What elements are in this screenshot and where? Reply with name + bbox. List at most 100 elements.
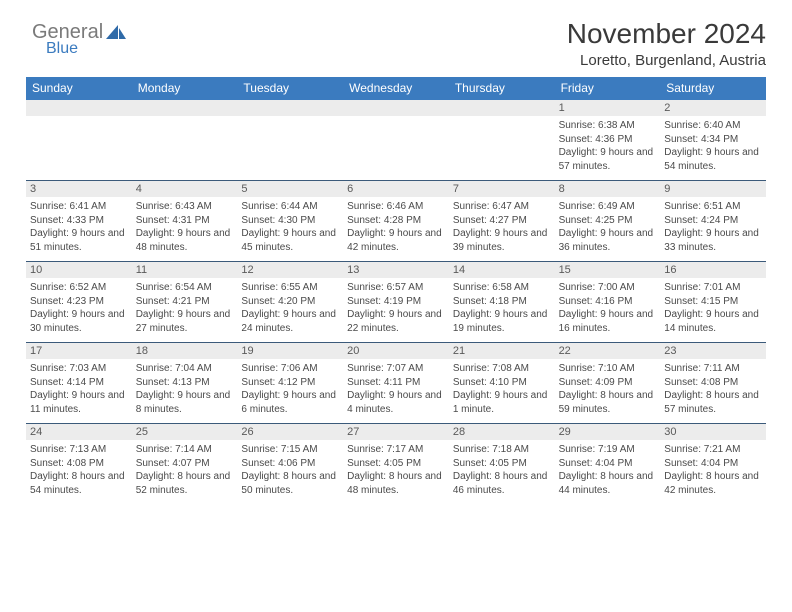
day-number (237, 100, 343, 116)
calendar-day-cell (26, 100, 132, 180)
calendar-day-cell: 1Sunrise: 6:38 AMSunset: 4:36 PMDaylight… (555, 100, 661, 180)
day-number (26, 100, 132, 116)
day-info: Sunrise: 6:46 AMSunset: 4:28 PMDaylight:… (347, 200, 445, 254)
calendar-day-cell: 2Sunrise: 6:40 AMSunset: 4:34 PMDaylight… (660, 100, 766, 180)
calendar-day-cell: 7Sunrise: 6:47 AMSunset: 4:27 PMDaylight… (449, 181, 555, 261)
calendar-day-cell: 22Sunrise: 7:10 AMSunset: 4:09 PMDayligh… (555, 343, 661, 423)
daylight-text: Daylight: 9 hours and 6 minutes. (241, 389, 339, 416)
day-info: Sunrise: 7:13 AMSunset: 4:08 PMDaylight:… (30, 443, 128, 497)
day-info: Sunrise: 7:11 AMSunset: 4:08 PMDaylight:… (664, 362, 762, 416)
day-info: Sunrise: 7:08 AMSunset: 4:10 PMDaylight:… (453, 362, 551, 416)
day-info: Sunrise: 7:14 AMSunset: 4:07 PMDaylight:… (136, 443, 234, 497)
daylight-text: Daylight: 9 hours and 48 minutes. (136, 227, 234, 254)
sunset-text: Sunset: 4:04 PM (664, 457, 762, 471)
calendar-day-cell: 9Sunrise: 6:51 AMSunset: 4:24 PMDaylight… (660, 181, 766, 261)
day-info: Sunrise: 6:54 AMSunset: 4:21 PMDaylight:… (136, 281, 234, 335)
daylight-text: Daylight: 9 hours and 16 minutes. (559, 308, 657, 335)
daylight-text: Daylight: 8 hours and 50 minutes. (241, 470, 339, 497)
day-number: 10 (26, 262, 132, 278)
calendar-day-cell: 18Sunrise: 7:04 AMSunset: 4:13 PMDayligh… (132, 343, 238, 423)
day-number: 2 (660, 100, 766, 116)
day-number: 6 (343, 181, 449, 197)
daylight-text: Daylight: 8 hours and 42 minutes. (664, 470, 762, 497)
day-number: 26 (237, 424, 343, 440)
sunset-text: Sunset: 4:08 PM (30, 457, 128, 471)
calendar-week: 10 Sunrise: 6:52 AMSunset: 4:23 PMDayligh… (26, 261, 766, 342)
daylight-text: Daylight: 9 hours and 33 minutes. (664, 227, 762, 254)
day-number: 3 (26, 181, 132, 197)
daylight-text: Daylight: 8 hours and 48 minutes. (347, 470, 445, 497)
calendar-day-cell: 16Sunrise: 7:01 AMSunset: 4:15 PMDayligh… (660, 262, 766, 342)
day-number: 29 (555, 424, 661, 440)
sunset-text: Sunset: 4:05 PM (347, 457, 445, 471)
day-info: Sunrise: 7:07 AMSunset: 4:11 PMDaylight:… (347, 362, 445, 416)
sunrise-text: Sunrise: 7:19 AM (559, 443, 657, 457)
day-info: Sunrise: 6:55 AMSunset: 4:20 PMDaylight:… (241, 281, 339, 335)
sunrise-text: Sunrise: 6:52 AM (30, 281, 128, 295)
sunrise-text: Sunrise: 6:49 AM (559, 200, 657, 214)
day-number: 28 (449, 424, 555, 440)
day-info: Sunrise: 6:57 AMSunset: 4:19 PMDaylight:… (347, 281, 445, 335)
daylight-text: Daylight: 8 hours and 52 minutes. (136, 470, 234, 497)
sunrise-text: Sunrise: 6:40 AM (664, 119, 762, 133)
day-number: 11 (132, 262, 238, 278)
weekday-label: Monday (132, 77, 238, 100)
day-number: 25 (132, 424, 238, 440)
sunset-text: Sunset: 4:07 PM (136, 457, 234, 471)
weekday-label: Friday (555, 77, 661, 100)
calendar-grid: Sunday Monday Tuesday Wednesday Thursday… (26, 77, 766, 504)
calendar-day-cell: 24Sunrise: 7:13 AMSunset: 4:08 PMDayligh… (26, 424, 132, 504)
day-number: 9 (660, 181, 766, 197)
day-number: 4 (132, 181, 238, 197)
day-info: Sunrise: 7:19 AMSunset: 4:04 PMDaylight:… (559, 443, 657, 497)
calendar-day-cell: 12Sunrise: 6:55 AMSunset: 4:20 PMDayligh… (237, 262, 343, 342)
sunrise-text: Sunrise: 6:38 AM (559, 119, 657, 133)
sunset-text: Sunset: 4:20 PM (241, 295, 339, 309)
calendar-day-cell: 8Sunrise: 6:49 AMSunset: 4:25 PMDaylight… (555, 181, 661, 261)
day-number: 21 (449, 343, 555, 359)
day-number (343, 100, 449, 116)
calendar-week: 1Sunrise: 6:38 AMSunset: 4:36 PMDaylight… (26, 100, 766, 180)
calendar-day-cell: 29 Sunrise: 7:19 AMSunset: 4:04 PMDayligh… (555, 424, 661, 504)
calendar-day-cell (449, 100, 555, 180)
day-number: 17 (26, 343, 132, 359)
daylight-text: Daylight: 9 hours and 36 minutes. (559, 227, 657, 254)
day-number: 18 (132, 343, 238, 359)
day-number: 15 (555, 262, 661, 278)
calendar-day-cell: 4Sunrise: 6:43 AMSunset: 4:31 PMDaylight… (132, 181, 238, 261)
day-number: 20 (343, 343, 449, 359)
sunset-text: Sunset: 4:08 PM (664, 376, 762, 390)
sunset-text: Sunset: 4:09 PM (559, 376, 657, 390)
daylight-text: Daylight: 9 hours and 42 minutes. (347, 227, 445, 254)
day-info: Sunrise: 6:49 AMSunset: 4:25 PMDaylight:… (559, 200, 657, 254)
sunrise-text: Sunrise: 7:14 AM (136, 443, 234, 457)
day-info: Sunrise: 7:01 AMSunset: 4:15 PMDaylight:… (664, 281, 762, 335)
sunrise-text: Sunrise: 6:47 AM (453, 200, 551, 214)
calendar-day-cell: 17 Sunrise: 7:03 AMSunset: 4:14 PMDayligh… (26, 343, 132, 423)
sunrise-text: Sunrise: 6:57 AM (347, 281, 445, 295)
sunrise-text: Sunrise: 7:03 AM (30, 362, 128, 376)
sunset-text: Sunset: 4:24 PM (664, 214, 762, 228)
month-title: November 2024 (26, 18, 766, 50)
day-info: Sunrise: 7:18 AMSunset: 4:05 PMDaylight:… (453, 443, 551, 497)
calendar-week: 24Sunrise: 7:13 AMSunset: 4:08 PMDayligh… (26, 423, 766, 504)
day-info: Sunrise: 6:41 AMSunset: 4:33 PMDaylight:… (30, 200, 128, 254)
daylight-text: Daylight: 8 hours and 57 minutes. (664, 389, 762, 416)
sunset-text: Sunset: 4:25 PM (559, 214, 657, 228)
day-info: Sunrise: 6:52 AMSunset: 4:23 PMDaylight:… (30, 281, 128, 335)
day-info: Sunrise: 6:44 AMSunset: 4:30 PMDaylight:… (241, 200, 339, 254)
daylight-text: Daylight: 9 hours and 22 minutes. (347, 308, 445, 335)
calendar-day-cell: 27Sunrise: 7:17 AMSunset: 4:05 PMDayligh… (343, 424, 449, 504)
sunset-text: Sunset: 4:04 PM (559, 457, 657, 471)
calendar-day-cell: 14Sunrise: 6:58 AMSunset: 4:18 PMDayligh… (449, 262, 555, 342)
weekday-header: Sunday Monday Tuesday Wednesday Thursday… (26, 77, 766, 100)
day-number: 13 (343, 262, 449, 278)
page-header: November 2024 Loretto, Burgenland, Austr… (26, 18, 766, 69)
calendar-day-cell: 6 Sunrise: 6:46 AMSunset: 4:28 PMDaylight… (343, 181, 449, 261)
sunrise-text: Sunrise: 7:18 AM (453, 443, 551, 457)
calendar-day-cell: 15Sunrise: 7:00 AMSunset: 4:16 PMDayligh… (555, 262, 661, 342)
daylight-text: Daylight: 8 hours and 46 minutes. (453, 470, 551, 497)
day-info: Sunrise: 7:03 AMSunset: 4:14 PMDaylight:… (30, 362, 128, 416)
sunset-text: Sunset: 4:28 PM (347, 214, 445, 228)
sunrise-text: Sunrise: 6:58 AM (453, 281, 551, 295)
